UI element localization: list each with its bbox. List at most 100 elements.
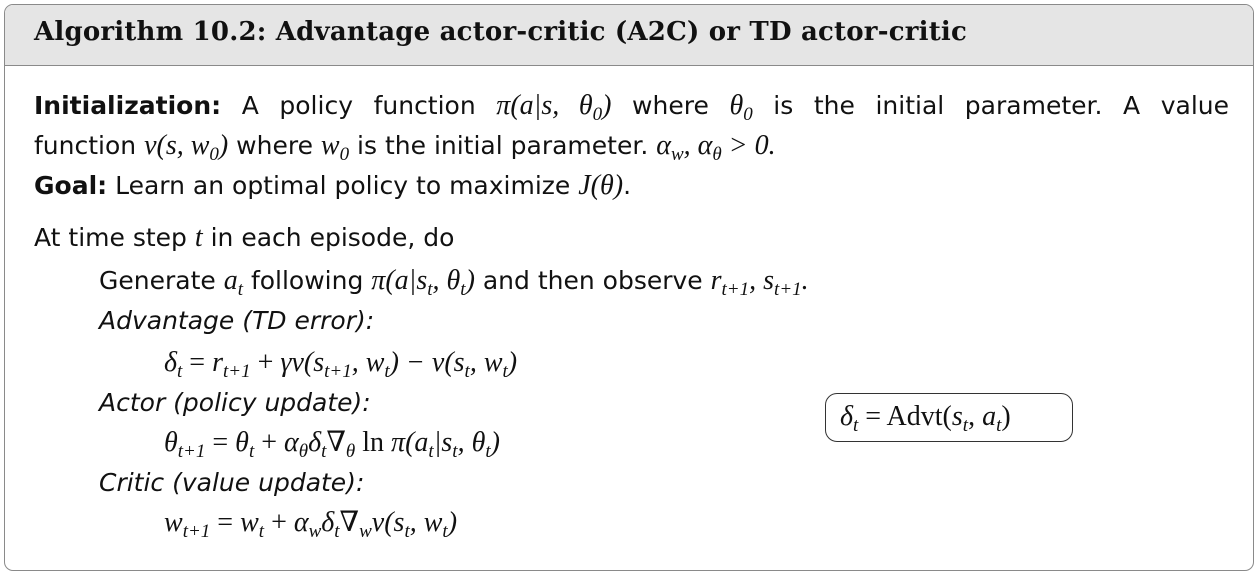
text-segment: function: [34, 131, 145, 160]
subscript: t: [996, 415, 1002, 436]
subscript: t+1: [182, 521, 211, 542]
math-segment: θ: [235, 427, 249, 458]
math-segment: > 0.: [721, 130, 776, 161]
text-segment: Generate: [99, 266, 224, 295]
text-segment: in each episode, do: [202, 223, 455, 252]
subscript: t: [404, 521, 410, 542]
subscript: t: [485, 441, 491, 462]
math-segment: γv(s: [280, 347, 325, 378]
math-segment: r: [212, 347, 223, 378]
subscript: t+1: [324, 361, 352, 382]
math-segment: ∇: [326, 427, 346, 458]
advantage-label: Advantage (TD error):: [99, 304, 374, 338]
bold-label: Initialization:: [34, 91, 222, 120]
math-segment: ): [490, 427, 500, 458]
critic-update-formula: wt+1 = wt + αwδt∇wv(st, wt): [164, 506, 457, 549]
text-segment: Actor (policy update):: [99, 388, 371, 417]
math-segment: v(s, w: [144, 130, 210, 161]
math-segment: ∇: [339, 507, 360, 538]
math-segment: s: [951, 401, 963, 432]
math-segment: θ: [729, 90, 744, 121]
math-segment: ): [1001, 401, 1011, 432]
math-segment: π(a|s, θ: [496, 90, 593, 121]
subscript: t: [384, 361, 390, 382]
math-segment: =: [205, 427, 236, 458]
subscript: 0: [339, 144, 350, 165]
math-segment: +: [254, 427, 285, 458]
bold-label: Goal:: [34, 171, 108, 200]
subscript: t: [321, 441, 327, 462]
math-segment: π(a|s: [371, 265, 428, 296]
subscript: w: [359, 521, 372, 542]
text-segment: Critic (value update):: [99, 468, 365, 497]
math-segment: , w: [351, 347, 385, 378]
subscript: t: [334, 521, 340, 542]
subscript: t+1: [223, 361, 251, 382]
text-segment: where: [611, 91, 730, 120]
subscript: t+1: [177, 441, 206, 462]
math-segment: π(a: [391, 427, 429, 458]
math-segment: , s: [749, 265, 775, 296]
math-segment: =: [182, 347, 213, 378]
subscript: t: [248, 441, 255, 462]
math-segment: , θ: [457, 427, 486, 458]
text-segment: is the initial parameter.: [349, 131, 657, 160]
math-segment: α: [293, 507, 309, 538]
subscript: 0: [743, 104, 753, 125]
math-segment: ln: [355, 427, 392, 458]
initialization-line-2: function v(s, w0) where w0 is the initia…: [34, 129, 776, 172]
math-segment: = Advt(: [858, 401, 952, 432]
generate-step: Generate at following π(a|st, θt) and th…: [99, 264, 809, 307]
text-segment: Advantage (TD error):: [99, 306, 375, 335]
math-segment: ): [465, 265, 475, 296]
text-segment: where: [228, 131, 321, 160]
math-segment: θ: [164, 427, 178, 458]
text-segment: A policy function: [221, 91, 497, 120]
loop-header: At time step t in each episode, do: [34, 221, 454, 255]
text-segment: following: [243, 266, 372, 295]
subscript: t: [258, 521, 265, 542]
text-segment: Learn an optimal policy to maximize: [107, 171, 579, 200]
math-segment: +: [264, 507, 294, 538]
subscript: t: [502, 361, 508, 382]
subscript: θ: [345, 441, 356, 462]
subscript: w: [670, 144, 684, 165]
advantage-note-box: δt = Advt(st, at): [825, 393, 1073, 442]
math-segment: +: [250, 347, 281, 378]
subscript: t+1: [721, 279, 750, 300]
math-segment: ,: [968, 401, 983, 432]
math-segment: ) − v(s: [389, 347, 465, 378]
math-segment: δ: [840, 401, 854, 432]
advantage-note-formula: δt = Advt(st, at): [840, 400, 1011, 443]
subscript: t: [428, 441, 434, 462]
subscript: t: [442, 521, 448, 542]
subscript: θ: [712, 144, 722, 165]
math-segment: , w: [469, 347, 503, 378]
text-segment: is the initial parameter. A value: [752, 91, 1230, 120]
math-segment: r: [710, 265, 722, 296]
math-segment: , α: [683, 130, 713, 161]
subscript: t: [177, 361, 183, 382]
math-segment: t: [194, 222, 203, 253]
math-segment: J(θ): [578, 170, 624, 201]
subscript: t: [962, 415, 969, 436]
subscript: 0: [592, 104, 603, 125]
math-segment: a: [223, 265, 238, 296]
subscript: t: [464, 361, 470, 382]
math-segment: δ: [321, 507, 335, 538]
math-segment: α: [284, 427, 299, 458]
algorithm-title: Algorithm 10.2: Advantage actor-critic (…: [34, 17, 968, 47]
math-segment: w: [240, 507, 259, 538]
math-segment: w: [320, 130, 340, 161]
algorithm-box: Algorithm 10.2: Advantage actor-critic (…: [4, 4, 1254, 571]
math-segment: w: [164, 507, 183, 538]
math-segment: ): [447, 507, 458, 538]
text-segment: and then observe: [474, 266, 711, 295]
math-segment: ): [218, 130, 229, 161]
math-segment: , θ: [432, 265, 461, 296]
actor-update-formula: θt+1 = θt + αθδt∇θ ln π(at|st, θt): [164, 426, 500, 469]
goal-line: Goal: Learn an optimal policy to maximiz…: [34, 169, 631, 203]
math-segment: ): [507, 347, 518, 378]
critic-label: Critic (value update):: [99, 466, 364, 500]
math-segment: .: [801, 265, 809, 296]
